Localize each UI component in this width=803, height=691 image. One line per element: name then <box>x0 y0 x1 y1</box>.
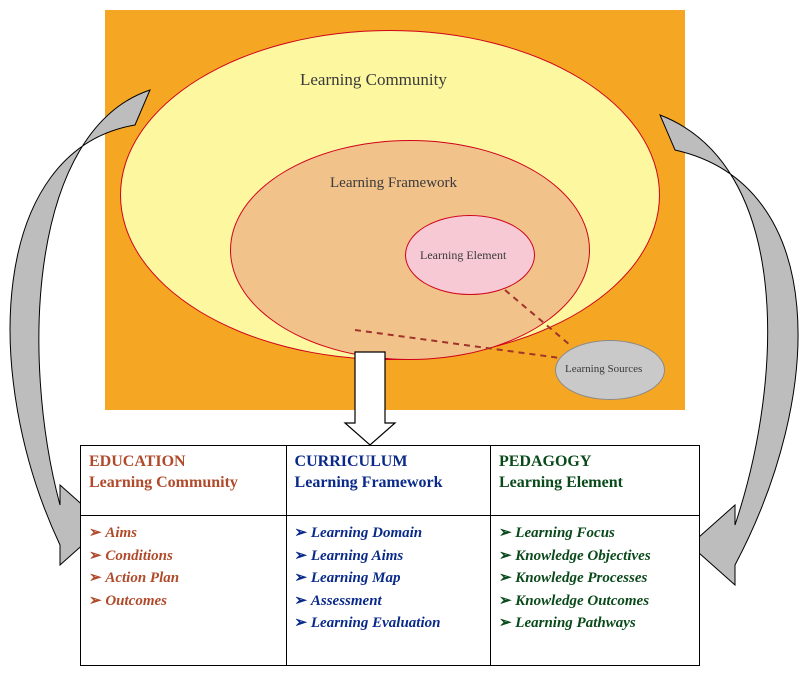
list-item: Outcomes <box>89 590 278 613</box>
list-item: Learning Focus <box>499 522 691 545</box>
header-pedagogy: PEDAGOGY Learning Element <box>490 446 699 516</box>
label-learning-framework: Learning Framework <box>330 175 457 192</box>
bullet-list: Learning DomainLearning AimsLearning Map… <box>295 522 482 635</box>
list-item: Learning Domain <box>295 522 482 545</box>
header-line1: CURRICULUM <box>295 453 408 470</box>
list-item: Knowledge Processes <box>499 567 691 590</box>
concept-table: EDUCATION Learning Community CURRICULUM … <box>80 445 700 666</box>
label-learning-community: Learning Community <box>300 70 447 90</box>
header-line2: Learning Framework <box>295 474 443 491</box>
list-item: Learning Pathways <box>499 612 691 635</box>
header-education: EDUCATION Learning Community <box>81 446 287 516</box>
list-item: Learning Aims <box>295 545 482 568</box>
header-line2: Learning Community <box>89 474 238 491</box>
header-curriculum: CURRICULUM Learning Framework <box>286 446 490 516</box>
list-item: Knowledge Objectives <box>499 545 691 568</box>
bullet-list: Learning FocusKnowledge ObjectivesKnowle… <box>499 522 691 635</box>
list-item: Action Plan <box>89 567 278 590</box>
label-learning-sources: Learning Sources <box>565 363 642 375</box>
list-item: Assessment <box>295 590 482 613</box>
header-line1: PEDAGOGY <box>499 453 591 470</box>
diagram-canvas: Learning Community Learning Framework Le… <box>0 0 803 691</box>
table-header-row: EDUCATION Learning Community CURRICULUM … <box>81 446 700 516</box>
list-item: Conditions <box>89 545 278 568</box>
list-item: Knowledge Outcomes <box>499 590 691 613</box>
list-item: Aims <box>89 522 278 545</box>
header-line1: EDUCATION <box>89 453 186 470</box>
table-items-row: AimsConditionsAction PlanOutcomes Learni… <box>81 516 700 666</box>
items-education: AimsConditionsAction PlanOutcomes <box>81 516 287 666</box>
items-curriculum: Learning DomainLearning AimsLearning Map… <box>286 516 490 666</box>
list-item: Learning Evaluation <box>295 612 482 635</box>
label-learning-element: Learning Element <box>420 248 506 263</box>
header-line2: Learning Element <box>499 474 623 491</box>
list-item: Learning Map <box>295 567 482 590</box>
items-pedagogy: Learning FocusKnowledge ObjectivesKnowle… <box>490 516 699 666</box>
bullet-list: AimsConditionsAction PlanOutcomes <box>89 522 278 612</box>
